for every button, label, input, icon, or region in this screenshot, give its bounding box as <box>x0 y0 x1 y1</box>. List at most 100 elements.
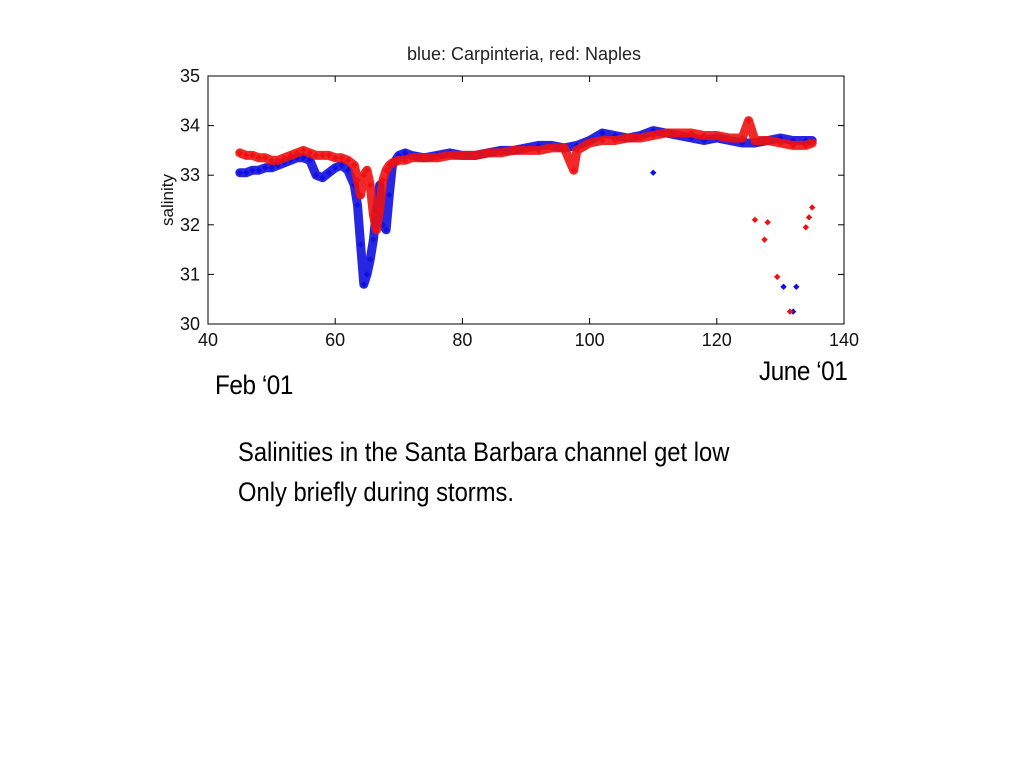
naples-point <box>389 159 396 166</box>
naples-point <box>382 167 390 174</box>
naples-point <box>332 154 339 162</box>
carpinteria-point <box>338 162 345 169</box>
x-tick-label: 40 <box>198 330 218 350</box>
naples-point <box>548 144 555 152</box>
naples-point <box>745 117 752 124</box>
naples-point <box>535 147 542 154</box>
naples-point <box>262 154 269 162</box>
naples-point <box>662 129 670 137</box>
naples-point <box>287 152 294 159</box>
naples-point <box>786 308 794 315</box>
carpinteria-point <box>363 271 371 278</box>
naples-point <box>726 134 733 142</box>
naples-point <box>338 154 345 162</box>
naples-point <box>739 134 746 142</box>
naples-point <box>249 152 256 159</box>
carpinteria-point <box>780 283 787 290</box>
naples-point <box>325 152 333 159</box>
carpinteria-point <box>236 169 243 176</box>
carpinteria-point <box>777 134 784 142</box>
naples-point <box>395 157 402 164</box>
carpinteria-point <box>255 167 263 174</box>
carpinteria-point <box>360 281 368 288</box>
carpinteria-point <box>370 236 377 243</box>
naples-point <box>379 176 387 184</box>
naples-point <box>373 226 380 233</box>
salinity-chart: blue: Carpinteria, red: Naples 40 60 80 100… <box>158 44 859 350</box>
naples-point <box>459 152 466 159</box>
naples-point <box>497 149 504 157</box>
naples-point <box>761 236 768 243</box>
naples-point <box>268 157 275 164</box>
y-tick-label: 32 <box>180 215 200 235</box>
caption-line-2: Only briefly during storms. <box>238 477 514 507</box>
naples-point <box>688 129 695 137</box>
carpinteria-point <box>332 164 339 171</box>
naples-point <box>344 157 352 164</box>
carpinteria-point <box>535 142 542 149</box>
carpinteria-point <box>357 241 364 248</box>
carpinteria-point <box>300 154 307 162</box>
naples-point <box>637 134 644 142</box>
naples-point <box>354 176 361 184</box>
naples-point <box>255 154 263 162</box>
y-tick-label: 31 <box>180 264 200 284</box>
naples-point <box>446 152 453 159</box>
naples-point <box>401 157 409 164</box>
end-date-label: June ‘01 <box>759 356 848 386</box>
naples-point <box>360 172 368 179</box>
naples-point <box>366 181 374 189</box>
naples-point <box>764 137 771 144</box>
naples-point <box>570 167 577 174</box>
naples-point <box>293 149 301 157</box>
naples-point <box>236 149 243 157</box>
naples-point <box>809 204 816 211</box>
carpinteria-point <box>262 164 269 171</box>
x-tick-label: 120 <box>702 330 732 350</box>
x-tick-label: 100 <box>575 330 605 350</box>
naples-point <box>370 211 377 219</box>
naples-point <box>363 167 371 174</box>
naples-point <box>802 142 810 149</box>
carpinteria-point <box>650 127 657 134</box>
y-axis-label: salinity <box>158 174 177 226</box>
x-tick-label: 60 <box>325 330 345 350</box>
naples-point <box>805 214 813 221</box>
x-tick-label: 140 <box>829 330 859 350</box>
naples-point <box>675 129 682 137</box>
plot-area <box>207 75 845 325</box>
carpinteria-point <box>249 167 256 174</box>
naples-point <box>376 206 383 214</box>
naples-point <box>624 134 631 142</box>
naples-point <box>357 191 364 199</box>
carpinteria-point <box>366 256 374 263</box>
naples-point <box>560 144 568 152</box>
naples-point <box>351 162 358 169</box>
naples-point <box>319 152 326 159</box>
naples-point <box>242 152 250 159</box>
naples-point <box>700 132 708 139</box>
naples-point <box>764 219 771 226</box>
naples-point <box>789 142 797 149</box>
naples-point <box>713 132 720 139</box>
naples-point <box>300 147 307 154</box>
naples-point <box>774 273 781 281</box>
carpinteria-point <box>344 167 352 174</box>
carpinteria-point <box>793 283 800 290</box>
carpinteria-point <box>401 149 409 157</box>
naples-point <box>573 147 581 154</box>
carpinteria-point <box>386 191 393 199</box>
naples-point <box>471 152 479 159</box>
naples-point <box>274 157 282 164</box>
naples-point <box>599 137 606 144</box>
carpinteria-point <box>312 172 320 179</box>
naples-point <box>281 154 288 162</box>
caption-line-1: Salinities in the Santa Barbara channel … <box>238 437 730 467</box>
carpinteria-point <box>242 169 250 176</box>
naples-point <box>433 154 441 162</box>
x-tick-label: 80 <box>452 330 472 350</box>
naples-point <box>510 147 517 154</box>
carpinteria-point <box>325 169 333 176</box>
y-tick-label: 34 <box>180 116 200 136</box>
chart-title: blue: Carpinteria, red: Naples <box>407 44 641 64</box>
